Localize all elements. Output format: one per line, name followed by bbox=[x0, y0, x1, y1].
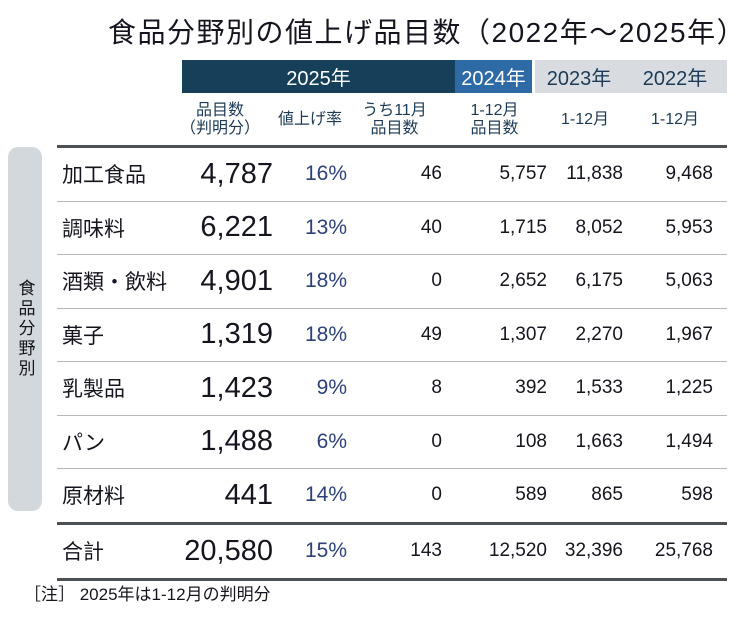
row-rate: 16% bbox=[304, 162, 347, 186]
row-november-count: 0 bbox=[431, 270, 442, 292]
row-november-count: 8 bbox=[431, 377, 442, 399]
total-november-count: 143 bbox=[410, 540, 442, 561]
year-header-2024: 2024年 bbox=[455, 60, 532, 93]
category-axis-bar: 食品分野別 bbox=[8, 147, 42, 511]
row-2023-count: 11,838 bbox=[566, 163, 623, 185]
row-2024-count: 1,307 bbox=[499, 323, 547, 345]
year-header-band: 2025年 2024年 2023年 2022年 bbox=[182, 60, 727, 93]
row-2023-count: 2,270 bbox=[575, 323, 623, 345]
table-row: 酒類・飲料 4,901 18% 0 2,652 6,175 5,063 bbox=[57, 255, 727, 309]
row-rate: 6% bbox=[316, 429, 347, 453]
subheader-row: 品目数 （判明分） 値上げ率 うち11月 品目数 1-12月 品目数 1-12月… bbox=[57, 95, 727, 145]
row-2022-count: 5,953 bbox=[665, 216, 713, 238]
table-row: 菓子 1,319 18% 49 1,307 2,270 1,967 bbox=[57, 309, 727, 362]
total-rate: 15% bbox=[304, 539, 347, 562]
page-title: 食品分野別の値上げ品目数（2022年～2025年） bbox=[108, 17, 745, 48]
row-rate: 13% bbox=[304, 215, 347, 239]
footnote: ［注］ 2025年は1-12月の判明分 bbox=[24, 585, 271, 604]
price-increase-table: 品目数 （判明分） 値上げ率 うち11月 品目数 1-12月 品目数 1-12月… bbox=[57, 95, 727, 581]
total-2023-count: 32,396 bbox=[564, 540, 623, 561]
row-rate: 18% bbox=[304, 322, 347, 346]
row-2022-count: 598 bbox=[681, 484, 713, 506]
row-2022-count: 5,063 bbox=[665, 270, 713, 292]
row-category: 乳製品 bbox=[62, 378, 125, 402]
row-2023-count: 8,052 bbox=[575, 216, 623, 238]
total-2024-count: 12,520 bbox=[488, 540, 547, 561]
row-2022-count: 1,967 bbox=[665, 323, 713, 345]
row-2024-count: 1,715 bbox=[499, 216, 547, 238]
row-category: 調味料 bbox=[62, 217, 125, 241]
row-2022-count: 1,225 bbox=[665, 377, 713, 399]
row-category: パン bbox=[62, 431, 106, 455]
row-2024-count: 5,757 bbox=[499, 163, 547, 185]
subheader-november: うち11月 品目数 bbox=[362, 102, 427, 137]
subheader-2023-months: 1-12月 bbox=[560, 111, 610, 129]
table-body: 加工食品 4,787 16% 46 5,757 11,838 9,468 調味料… bbox=[57, 145, 727, 581]
table-row: 原材料 441 14% 0 589 865 598 bbox=[57, 469, 727, 522]
row-2024-count: 2,652 bbox=[499, 270, 547, 292]
year-header-2023: 2023年 bbox=[535, 60, 623, 93]
total-label: 合計 bbox=[62, 541, 104, 564]
row-november-count: 0 bbox=[431, 484, 442, 506]
table-row: 調味料 6,221 13% 40 1,715 8,052 5,953 bbox=[57, 202, 727, 255]
row-items-count: 441 bbox=[224, 478, 273, 511]
row-rate: 18% bbox=[304, 269, 347, 293]
row-2024-count: 589 bbox=[515, 484, 547, 506]
row-rate: 14% bbox=[304, 483, 347, 507]
row-category: 菓子 bbox=[62, 324, 104, 348]
row-2024-count: 108 bbox=[515, 430, 547, 452]
row-rate: 9% bbox=[316, 376, 347, 400]
subheader-2022-months: 1-12月 bbox=[650, 111, 700, 129]
row-november-count: 49 bbox=[420, 323, 442, 345]
row-november-count: 46 bbox=[420, 163, 442, 185]
row-category: 原材料 bbox=[62, 485, 125, 509]
row-november-count: 40 bbox=[420, 216, 442, 238]
subheader-2024-months: 1-12月 品目数 bbox=[470, 102, 519, 137]
row-2022-count: 9,468 bbox=[665, 163, 713, 185]
row-2023-count: 6,175 bbox=[575, 270, 623, 292]
row-november-count: 0 bbox=[431, 430, 442, 452]
total-items-count: 20,580 bbox=[184, 534, 273, 567]
year-header-2022: 2022年 bbox=[623, 60, 727, 93]
row-category: 酒類・飲料 bbox=[62, 271, 167, 295]
table-row: 加工食品 4,787 16% 46 5,757 11,838 9,468 bbox=[57, 148, 727, 202]
row-2023-count: 1,533 bbox=[575, 377, 623, 399]
row-2022-count: 1,494 bbox=[665, 430, 713, 452]
row-items-count: 1,319 bbox=[200, 318, 273, 351]
subheader-rate: 値上げ率 bbox=[277, 111, 342, 129]
row-items-count: 1,423 bbox=[200, 371, 273, 404]
row-items-count: 4,901 bbox=[200, 264, 273, 297]
table-total-row: 合計 20,580 15% 143 12,520 32,396 25,768 bbox=[57, 521, 727, 578]
row-2023-count: 865 bbox=[591, 484, 623, 506]
year-header-2025: 2025年 bbox=[182, 60, 455, 93]
row-2024-count: 392 bbox=[515, 377, 547, 399]
row-items-count: 1,488 bbox=[200, 425, 273, 458]
table-row: 乳製品 1,423 9% 8 392 1,533 1,225 bbox=[57, 362, 727, 416]
total-2022-count: 25,768 bbox=[654, 540, 713, 561]
row-items-count: 4,787 bbox=[200, 157, 273, 190]
subheader-items: 品目数 （判明分） bbox=[179, 102, 260, 137]
table-row: パン 1,488 6% 0 108 1,663 1,494 bbox=[57, 416, 727, 469]
row-items-count: 6,221 bbox=[200, 211, 273, 244]
row-category: 加工食品 bbox=[62, 164, 146, 188]
row-2023-count: 1,663 bbox=[575, 430, 623, 452]
category-axis-label: 食品分野別 bbox=[15, 279, 35, 379]
